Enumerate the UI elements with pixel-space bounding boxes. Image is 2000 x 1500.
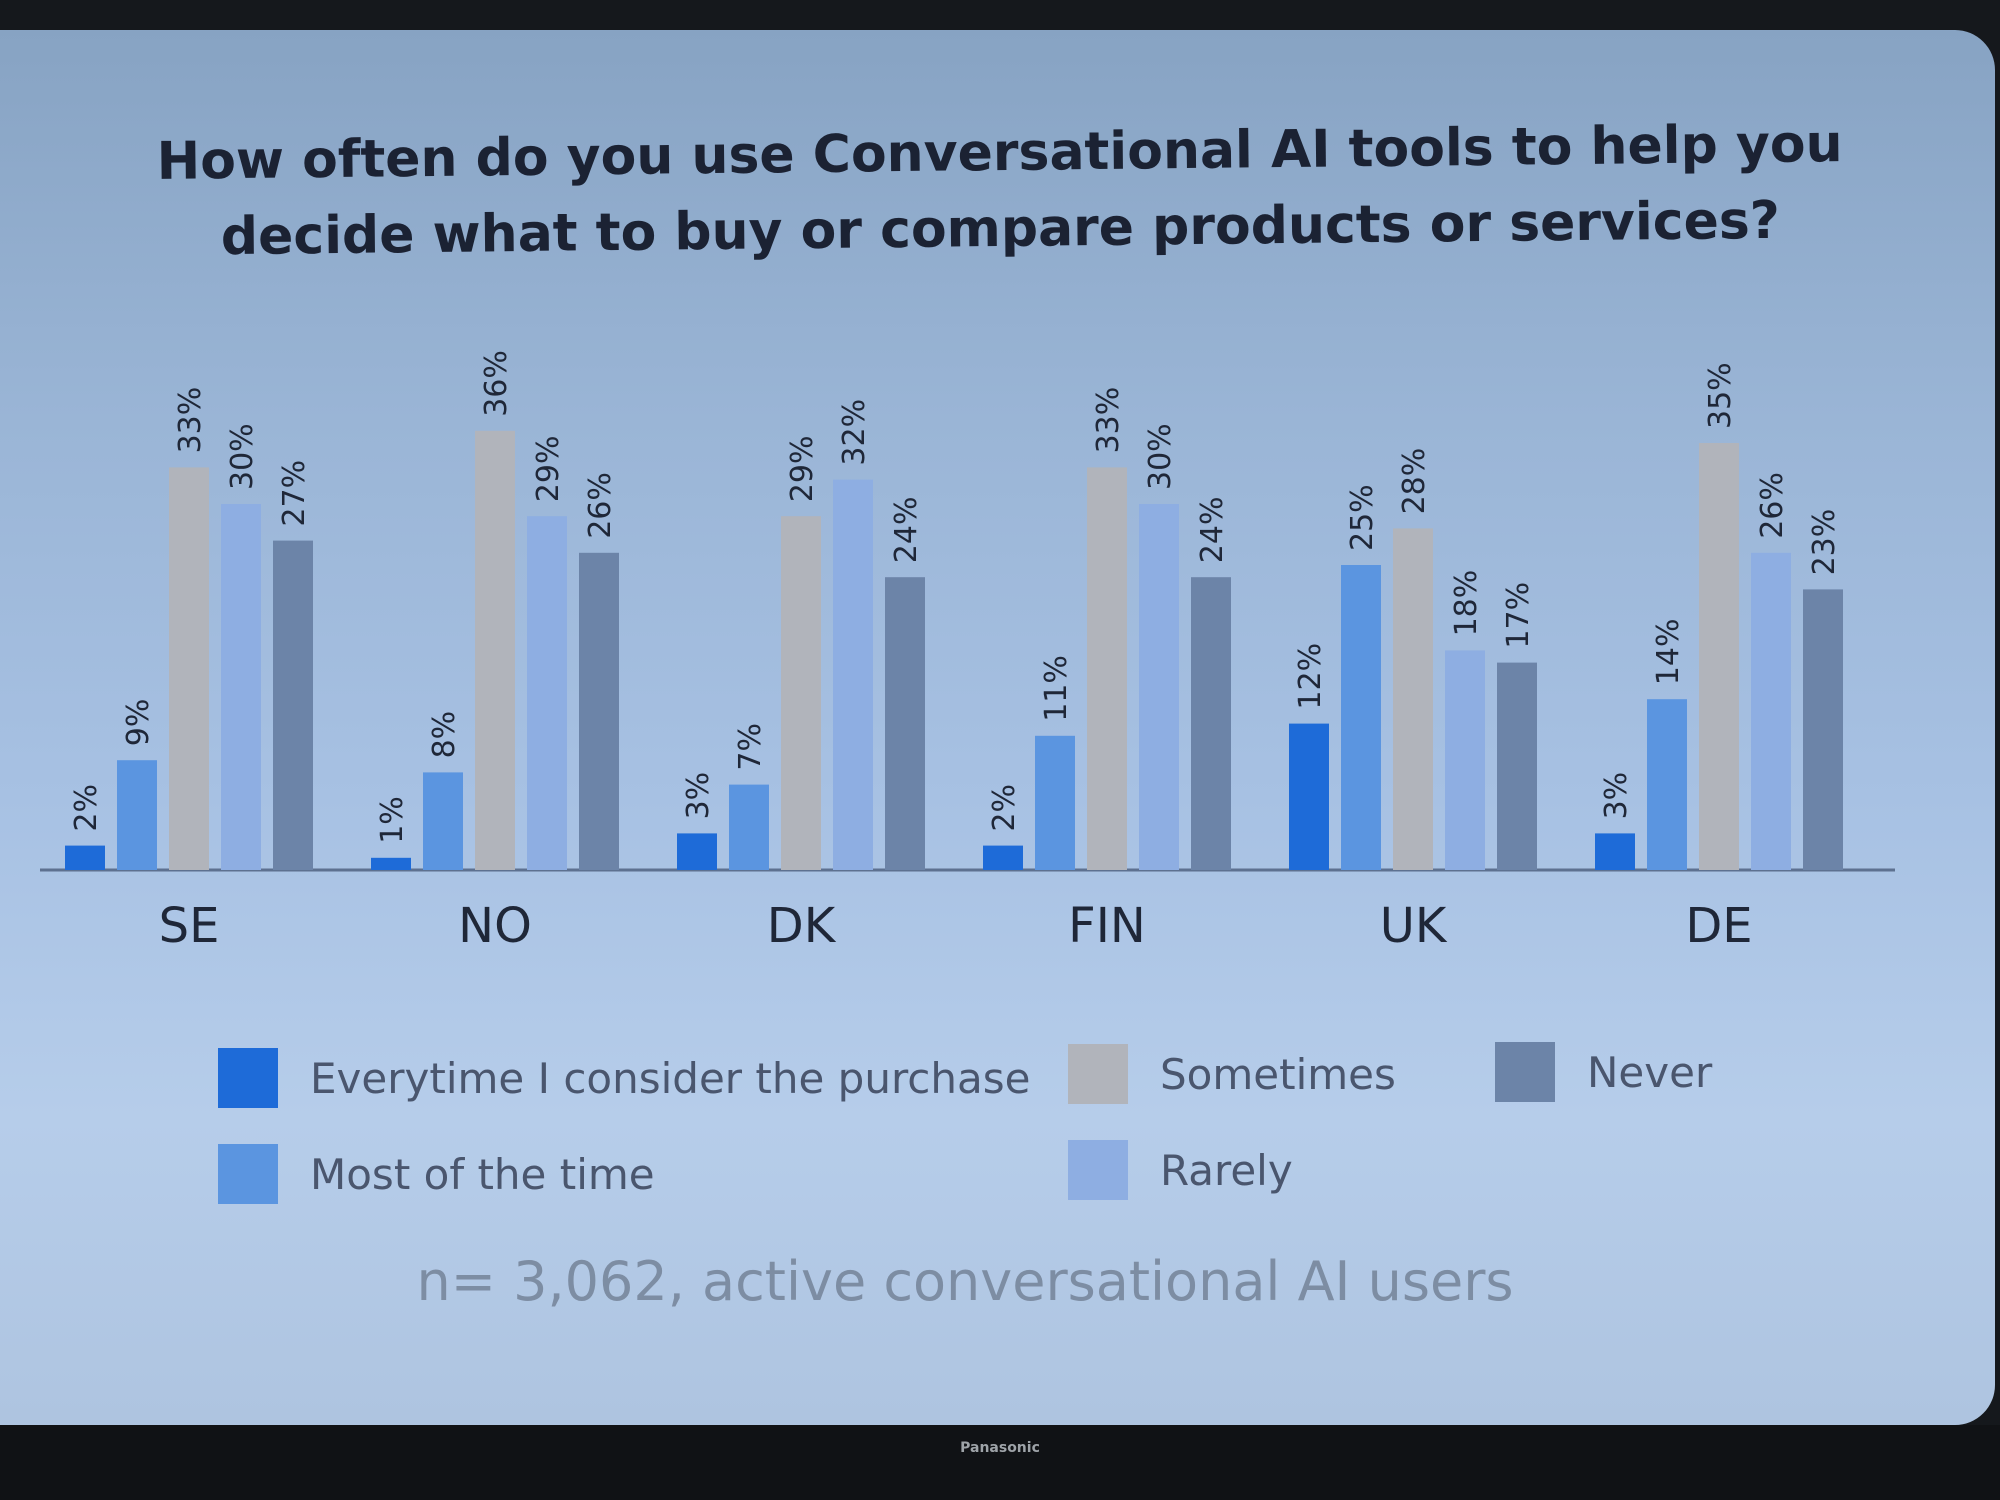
bar-dk-everytime-i-consider-the-purchase (677, 833, 717, 870)
data-label-fin-never: 24% (1195, 497, 1230, 564)
bar-no-rarely (527, 516, 567, 870)
bar-se-never (273, 540, 313, 870)
legend-swatch-never (1495, 1042, 1555, 1102)
data-label-de-never: 23% (1807, 509, 1842, 576)
data-label-dk-sometimes: 29% (785, 436, 820, 503)
bar-no-everytime-i-consider-the-purchase (371, 857, 411, 870)
legend-label-everytime: Everytime I consider the purchase (310, 1053, 1031, 1103)
bar-uk-rarely (1445, 650, 1485, 870)
data-label-fin-sometimes: 33% (1091, 387, 1126, 454)
data-label-no-everytime-i-consider-the-purchase: 1% (375, 796, 410, 844)
legend-label-sometimes: Sometimes (1160, 1049, 1396, 1099)
legend-item-never: Never (1495, 1040, 1712, 1104)
data-label-uk-sometimes: 28% (1397, 448, 1432, 515)
data-label-de-rarely: 26% (1755, 472, 1790, 539)
legend-swatch-everytime (218, 1048, 278, 1108)
data-label-fin-everytime-i-consider-the-purchase: 2% (987, 784, 1022, 832)
chart-title: How often do you use Conversational AI t… (156, 114, 1843, 268)
sample-size-note: n= 3,062, active conversational AI users (416, 1250, 1514, 1313)
data-label-no-rarely: 29% (531, 436, 566, 503)
bar-dk-sometimes (781, 516, 821, 870)
bar-se-rarely (221, 504, 261, 870)
legend-swatch-sometimes (1068, 1044, 1128, 1104)
grouped-bar-chart: 2% 9% 33% 30% 27% SE 1% 8% 36% 29% 26% NO 3% 7% 29% 32%… (40, 350, 1895, 954)
bar-se-most-of-the-time (117, 760, 157, 870)
bar-de-everytime-i-consider-the-purchase (1595, 833, 1635, 870)
legend-label-never: Never (1587, 1047, 1713, 1097)
data-label-de-sometimes: 35% (1703, 362, 1738, 429)
legend-item-most: Most of the time (218, 1142, 655, 1206)
bar-se-everytime-i-consider-the-purchase (65, 845, 105, 870)
legend-swatch-most (218, 1144, 278, 1204)
x-tick-label-de: DE (1685, 898, 1752, 954)
data-label-se-rarely: 30% (225, 423, 260, 490)
data-label-dk-rarely: 32% (837, 399, 872, 466)
data-label-no-most-of-the-time: 8% (427, 711, 462, 759)
bar-se-sometimes (169, 467, 209, 870)
bar-de-sometimes (1699, 443, 1739, 870)
chart-legend: Everytime I consider the purchase Most o… (0, 1020, 1995, 1250)
bar-no-never (579, 552, 619, 870)
bar-no-most-of-the-time (423, 772, 463, 870)
data-label-se-everytime-i-consider-the-purchase: 2% (69, 784, 104, 832)
x-tick-label-no: NO (458, 898, 532, 954)
bar-fin-never (1191, 577, 1231, 870)
bar-uk-sometimes (1393, 528, 1433, 870)
data-label-uk-never: 17% (1501, 582, 1536, 649)
legend-label-rarely: Rarely (1160, 1145, 1293, 1195)
bar-de-most-of-the-time (1647, 699, 1687, 870)
data-label-uk-most-of-the-time: 25% (1345, 484, 1380, 551)
x-tick-label-uk: UK (1380, 898, 1448, 954)
legend-item-everytime: Everytime I consider the purchase (218, 1046, 1030, 1110)
bar-fin-rarely (1139, 504, 1179, 870)
data-label-se-most-of-the-time: 9% (121, 699, 156, 747)
data-label-uk-rarely: 18% (1449, 570, 1484, 637)
bar-fin-sometimes (1087, 467, 1127, 870)
bar-de-rarely (1751, 552, 1791, 870)
bar-dk-rarely (833, 479, 873, 870)
bar-fin-most-of-the-time (1035, 735, 1075, 870)
data-label-dk-everytime-i-consider-the-purchase: 3% (681, 772, 716, 820)
bar-dk-never (885, 577, 925, 870)
bar-de-never (1803, 589, 1843, 870)
data-label-de-most-of-the-time: 14% (1651, 619, 1686, 686)
data-label-de-everytime-i-consider-the-purchase: 3% (1599, 772, 1634, 820)
data-label-dk-most-of-the-time: 7% (733, 723, 768, 771)
presentation-screen: How often do you use Conversational AI t… (0, 30, 1995, 1425)
data-label-se-never: 27% (277, 460, 312, 527)
legend-label-most: Most of the time (310, 1149, 655, 1199)
x-tick-label-se: SE (159, 898, 220, 954)
x-tick-label-fin: FIN (1068, 898, 1146, 954)
data-label-fin-most-of-the-time: 11% (1039, 655, 1074, 722)
data-label-se-sometimes: 33% (173, 387, 208, 454)
data-label-fin-rarely: 30% (1143, 423, 1178, 490)
data-label-uk-everytime-i-consider-the-purchase: 12% (1293, 643, 1328, 710)
monitor-brand-logo: Panasonic (960, 1440, 1040, 1456)
bar-uk-never (1497, 662, 1537, 870)
bar-uk-most-of-the-time (1341, 565, 1381, 870)
x-tick-label-dk: DK (767, 898, 837, 954)
data-label-dk-never: 24% (889, 497, 924, 564)
monitor-bezel (0, 1425, 2000, 1500)
bar-fin-everytime-i-consider-the-purchase (983, 845, 1023, 870)
data-label-no-never: 26% (583, 472, 618, 539)
legend-item-sometimes: Sometimes (1068, 1042, 1396, 1106)
legend-item-rarely: Rarely (1068, 1138, 1293, 1202)
legend-swatch-rarely (1068, 1140, 1128, 1200)
bar-no-sometimes (475, 430, 515, 870)
bar-uk-everytime-i-consider-the-purchase (1289, 723, 1329, 870)
data-label-no-sometimes: 36% (479, 350, 514, 417)
bar-dk-most-of-the-time (729, 784, 769, 870)
